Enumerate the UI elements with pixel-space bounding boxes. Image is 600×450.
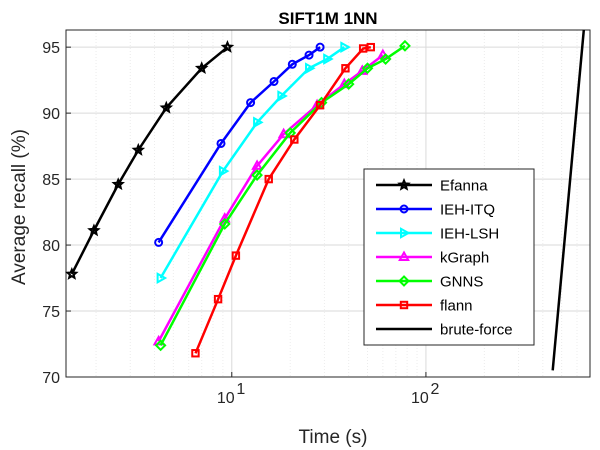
gnns-point <box>251 169 263 182</box>
x-tick-label: 10 <box>217 390 235 407</box>
legend-marker <box>400 227 411 239</box>
legend-marker <box>398 250 410 261</box>
ieh-lsh-point <box>305 62 316 75</box>
ieh-lsh-line <box>159 46 346 279</box>
y-tick-label: 90 <box>42 106 60 123</box>
flann-point <box>213 294 223 304</box>
y-tick-label: 80 <box>42 238 60 255</box>
legend-label: IEH-LSH <box>440 226 499 243</box>
kgraph-point <box>251 159 263 170</box>
plot-frame <box>65 29 591 378</box>
flann-point <box>366 42 375 52</box>
legend-label: Efanna <box>440 178 488 195</box>
efanna-point <box>111 177 125 191</box>
ieh-itq-point <box>246 98 256 108</box>
gnns-point <box>342 78 355 91</box>
flann-point <box>264 174 273 184</box>
y-tick-label: 95 <box>42 40 60 57</box>
ieh-itq-point <box>315 42 325 52</box>
series-ieh-lsh <box>156 41 351 284</box>
series-ieh-itq <box>154 42 325 247</box>
legend-entry-ieh-itq: IEH-ITQ <box>376 202 495 219</box>
ieh-itq-point <box>269 76 279 86</box>
legend-entry-brute-force: brute-force <box>376 322 513 339</box>
ieh-itq-point <box>154 237 164 247</box>
flann-point <box>341 64 350 73</box>
efanna-point <box>131 142 146 156</box>
ieh-itq-line <box>157 46 321 244</box>
legend-marker <box>397 177 411 191</box>
gnns-point <box>361 62 374 75</box>
ieh-lsh-point <box>277 90 288 102</box>
flann-point <box>191 349 200 358</box>
legend-label: kGraph <box>440 250 489 267</box>
y-axis-label: Average recall (%) <box>9 129 30 285</box>
ieh-lsh-point <box>156 272 168 284</box>
gnns-point <box>154 339 167 352</box>
legend-entry-flann: flann <box>376 298 473 315</box>
ieh-itq-point <box>287 59 297 69</box>
series-flann <box>191 42 375 358</box>
efanna-point <box>65 266 79 280</box>
legend-entry-kgraph: kGraph <box>376 250 489 267</box>
ieh-lsh-point <box>218 165 230 178</box>
x-axis-label: Time (s) <box>299 427 368 448</box>
legend-entry-efanna: Efanna <box>376 178 488 195</box>
legend-label: flann <box>440 298 473 315</box>
ieh-lsh-point <box>253 116 264 129</box>
flann-point <box>290 135 299 144</box>
x-tick-label: 10 <box>411 390 429 407</box>
efanna-point <box>220 40 235 53</box>
ieh-itq-point <box>304 50 314 60</box>
y-axis: 70 75 80 85 90 95 <box>42 40 71 387</box>
legend-marker <box>398 275 410 287</box>
efanna-line <box>70 46 229 275</box>
ieh-lsh-point <box>323 53 334 65</box>
flann-point <box>358 44 368 53</box>
efanna-point <box>159 100 174 114</box>
y-tick-label: 85 <box>42 172 60 189</box>
series-efanna <box>65 40 235 280</box>
series-brute-force <box>551 29 586 371</box>
brute-force-line <box>551 29 586 371</box>
y-tick-label: 75 <box>42 304 60 321</box>
y-tick-label: 70 <box>42 370 60 387</box>
legend-marker <box>399 204 409 214</box>
gnns-point <box>218 218 231 230</box>
legend-label: brute-force <box>440 322 513 339</box>
series-group <box>65 29 586 371</box>
legend: Efanna IEH-ITQ IEH-LSH kGraph GNNS flann brute… <box>363 168 535 346</box>
flann-line <box>194 45 372 354</box>
legend-entry-ieh-lsh: IEH-LSH <box>376 226 499 243</box>
flann-point <box>315 101 325 110</box>
efanna-point <box>194 61 209 75</box>
legend-entry-gnns: GNNS <box>376 274 483 291</box>
flann-point <box>231 251 241 260</box>
efanna-point <box>87 223 101 237</box>
legend-label: GNNS <box>440 274 483 291</box>
gnns-point <box>399 39 411 52</box>
x-tick-exponent: 2 <box>430 381 439 398</box>
gnns-point <box>379 53 392 65</box>
legend-marker <box>399 300 409 310</box>
legend-label: IEH-ITQ <box>440 202 495 219</box>
ieh-itq-point <box>216 138 226 148</box>
ieh-lsh-point <box>340 41 351 54</box>
chart-title: SIFT1M 1NN <box>278 9 377 28</box>
x-tick-exponent: 1 <box>236 381 245 398</box>
